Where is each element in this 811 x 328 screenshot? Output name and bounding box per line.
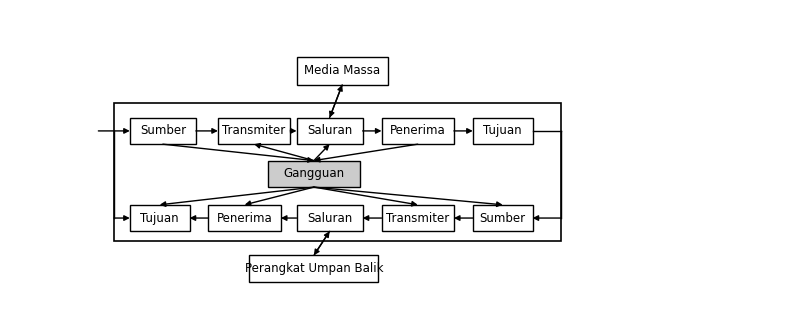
FancyBboxPatch shape xyxy=(296,205,363,231)
Text: Transmiter: Transmiter xyxy=(385,212,448,225)
Text: Penerima: Penerima xyxy=(389,124,445,137)
FancyBboxPatch shape xyxy=(208,205,281,231)
FancyBboxPatch shape xyxy=(217,118,290,144)
Text: Perangkat Umpan Balik: Perangkat Umpan Balik xyxy=(244,262,383,275)
FancyBboxPatch shape xyxy=(268,161,359,187)
Text: Saluran: Saluran xyxy=(307,124,352,137)
FancyBboxPatch shape xyxy=(381,118,453,144)
Text: Saluran: Saluran xyxy=(307,212,352,225)
FancyBboxPatch shape xyxy=(296,118,363,144)
FancyBboxPatch shape xyxy=(472,118,532,144)
FancyBboxPatch shape xyxy=(381,205,453,231)
FancyBboxPatch shape xyxy=(130,205,190,231)
FancyBboxPatch shape xyxy=(472,205,532,231)
Text: Gangguan: Gangguan xyxy=(283,167,344,180)
FancyBboxPatch shape xyxy=(130,118,195,144)
Text: Sumber: Sumber xyxy=(479,212,525,225)
Text: Tujuan: Tujuan xyxy=(140,212,178,225)
Text: Media Massa: Media Massa xyxy=(304,64,380,77)
FancyBboxPatch shape xyxy=(296,57,388,85)
Text: Sumber: Sumber xyxy=(139,124,186,137)
Text: Penerima: Penerima xyxy=(217,212,272,225)
Text: Transmiter: Transmiter xyxy=(222,124,285,137)
FancyBboxPatch shape xyxy=(249,255,378,282)
Text: Tujuan: Tujuan xyxy=(483,124,521,137)
